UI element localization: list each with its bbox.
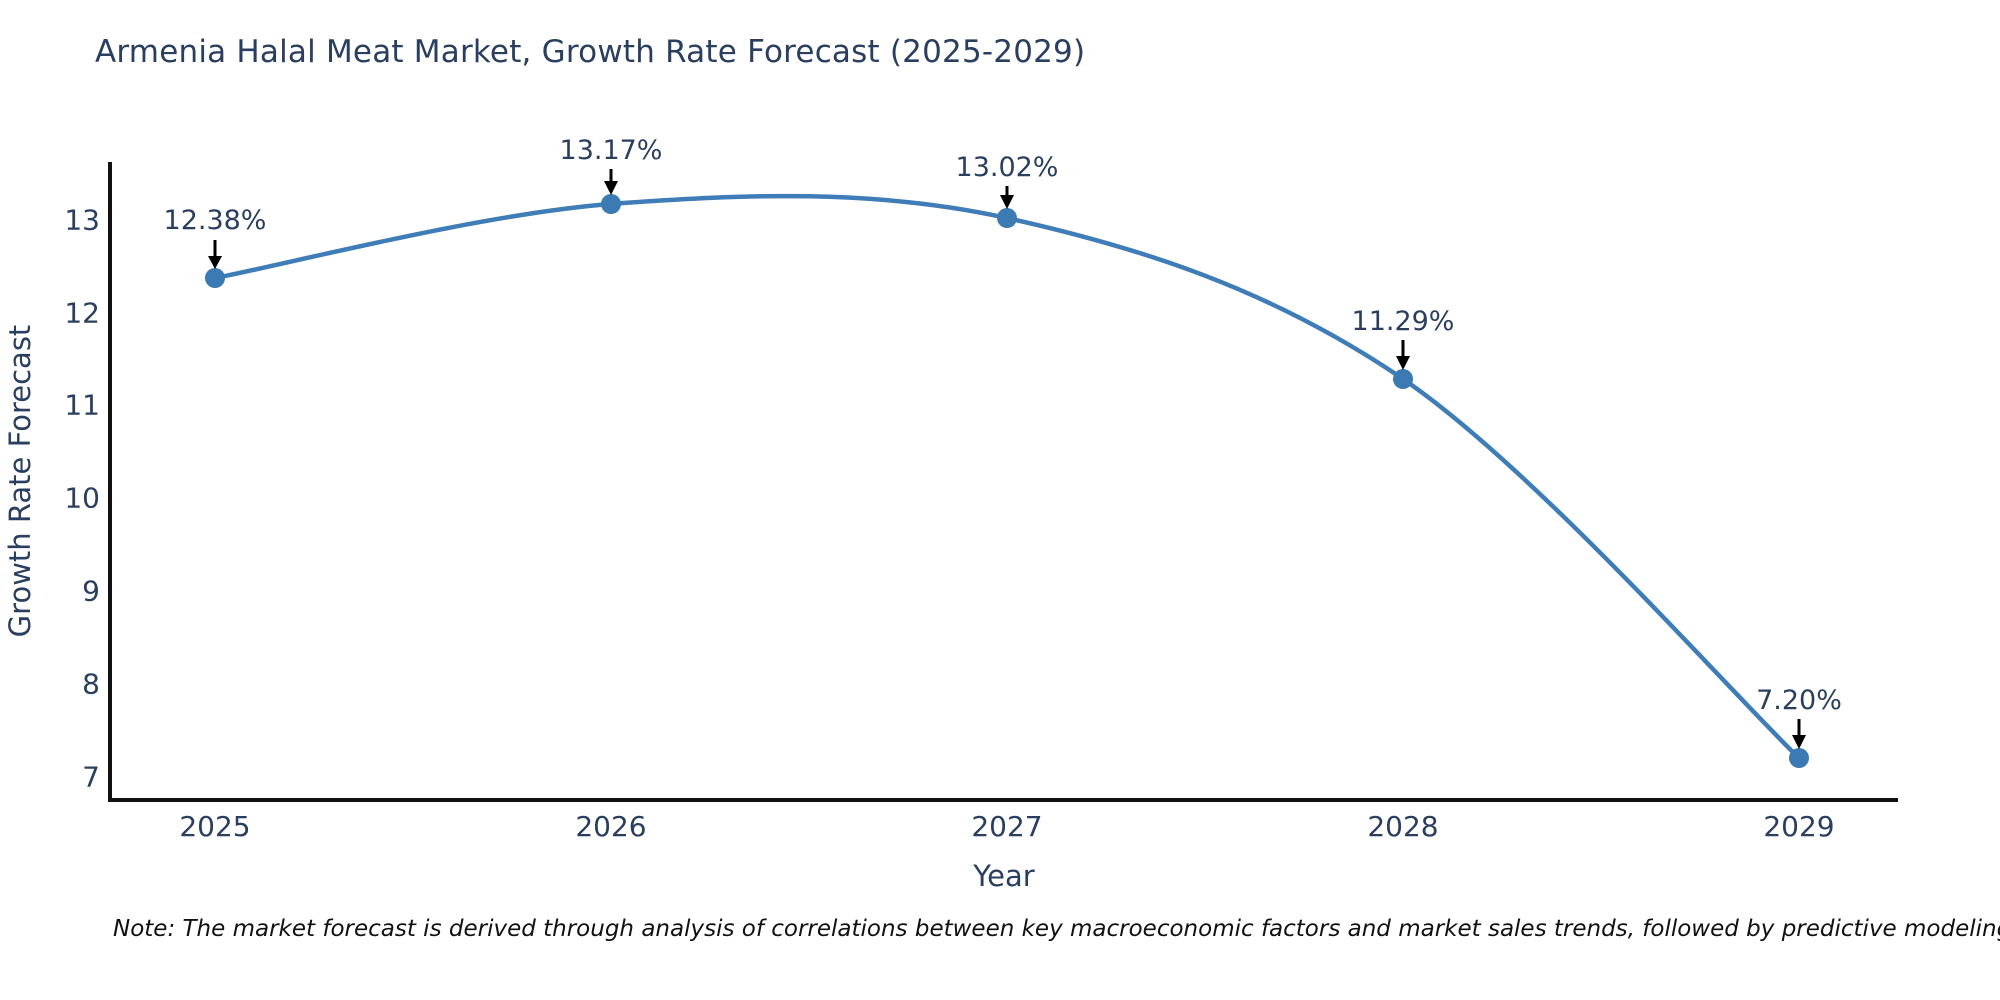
chart-title: Armenia Halal Meat Market, Growth Rate F… bbox=[95, 34, 1086, 70]
data-point-2026 bbox=[601, 194, 621, 214]
y-tick-9: 9 bbox=[82, 575, 100, 608]
footnote: Note: The market forecast is derived thr… bbox=[113, 916, 2000, 942]
y-axis-label: Growth Rate Forecast bbox=[3, 325, 37, 638]
y-tick-11: 11 bbox=[64, 389, 100, 422]
x-axis-label: Year bbox=[972, 859, 1034, 893]
annotation-2025: 12.38% bbox=[164, 205, 267, 269]
annotation-arrowhead-2026 bbox=[604, 181, 618, 195]
annotation-arrowhead-2027 bbox=[1000, 195, 1014, 209]
data-point-2025 bbox=[205, 268, 225, 288]
y-tick-12: 12 bbox=[64, 297, 100, 330]
annotation-label-2025: 12.38% bbox=[164, 205, 267, 236]
data-point-2028 bbox=[1393, 369, 1413, 389]
annotation-2028: 11.29% bbox=[1352, 306, 1455, 370]
trend-line bbox=[212, 193, 1802, 761]
y-tick-10: 10 bbox=[64, 482, 100, 515]
x-tick-2025: 2025 bbox=[179, 810, 250, 843]
x-tick-2027: 2027 bbox=[971, 810, 1042, 843]
x-tick-2026: 2026 bbox=[575, 810, 646, 843]
annotation-label-2029: 7.20% bbox=[1756, 685, 1842, 716]
annotation-arrowhead-2029 bbox=[1792, 735, 1806, 749]
annotation-arrowhead-2028 bbox=[1396, 356, 1410, 370]
annotation-2027: 13.02% bbox=[956, 152, 1059, 209]
y-tick-7: 7 bbox=[82, 761, 100, 794]
data-point-2029 bbox=[1789, 748, 1809, 768]
annotation-label-2028: 11.29% bbox=[1352, 306, 1455, 337]
annotation-2026: 13.17% bbox=[560, 135, 663, 195]
annotation-label-2026: 13.17% bbox=[560, 135, 663, 166]
y-tick-13: 13 bbox=[64, 204, 100, 237]
annotation-arrowhead-2025 bbox=[208, 256, 222, 269]
x-tick-2029: 2029 bbox=[1763, 810, 1834, 843]
x-tick-2028: 2028 bbox=[1367, 810, 1438, 843]
y-tick-8: 8 bbox=[82, 668, 100, 701]
annotation-2029: 7.20% bbox=[1756, 685, 1842, 749]
data-point-2027 bbox=[997, 208, 1017, 228]
annotation-label-2027: 13.02% bbox=[956, 152, 1059, 183]
